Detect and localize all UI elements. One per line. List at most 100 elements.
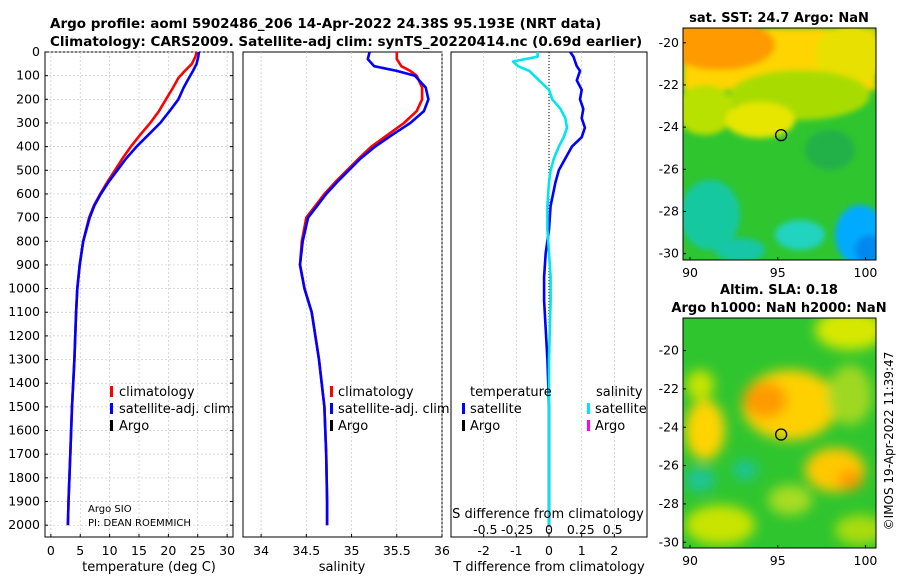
map-xtick-label: 95 (770, 265, 786, 280)
legend-swatch-s-argo (587, 420, 590, 431)
sst-map: sat. SST: 24.7 Argo: NaN 90 95 100 -20 -22 -2… (659, 11, 878, 280)
s-tick-label: 0.25 (567, 522, 595, 537)
s-tick-label: -0.25 (501, 522, 533, 537)
map-ytick-label: -28 (659, 496, 679, 511)
xtick-label: 10 (102, 543, 118, 558)
temperature-grid (45, 51, 233, 537)
salinity-legend: climatology satellite-adj. clim. Argo (330, 385, 454, 434)
map-xtick-label: 90 (682, 265, 698, 280)
legend-swatch-s-satellite (587, 403, 590, 414)
xtick-label: 5 (76, 543, 84, 558)
sst-map-ticks: 90 95 100 -20 -22 -24 -26 -28 -30 (659, 35, 878, 280)
temperature-xlabel: temperature (deg C) (82, 560, 216, 575)
series-line-satellite-adj-clim- (298, 51, 430, 526)
series-line-temperature-satellite (542, 51, 587, 526)
map-ytick-label: -20 (659, 35, 679, 50)
temperature-legend: climatology satellite-adj. clim. Argo (110, 385, 235, 434)
xtick-label: 36 (434, 543, 450, 558)
sla-map-frame (682, 317, 877, 549)
salinity-panel: 34 34.5 35 35.5 36 salinity climatology sate… (242, 51, 454, 575)
ytick-label: 500 (16, 162, 40, 177)
map-ytick-label: -22 (659, 381, 679, 396)
series-line-salinity-satellite (511, 52, 569, 526)
xtick-label: 34.5 (292, 543, 320, 558)
xtick-label: 0 (545, 543, 553, 558)
ytick-label: 1300 (8, 352, 40, 367)
s-tick-label: -0.5 (473, 522, 497, 537)
ytick-label: 1800 (8, 470, 40, 485)
ytick-label: 1700 (8, 446, 40, 461)
legend-label-t-satellite: satellite (470, 402, 522, 417)
map-ytick-label: -30 (659, 534, 679, 549)
temperature-ticks: 0100200300400500600700800900100011001200… (8, 44, 235, 558)
s-tick-label: 0 (545, 522, 553, 537)
argo-float-marker (774, 428, 788, 441)
ytick-label: 400 (16, 139, 40, 154)
xtick-label: 20 (160, 543, 176, 558)
ytick-label: 1200 (8, 328, 40, 343)
t-difference-xlabel: T difference from climatology (452, 560, 645, 575)
xtick-label: 25 (190, 543, 206, 558)
ytick-label: 100 (16, 68, 40, 83)
map-ytick-label: -26 (659, 161, 679, 176)
ytick-label: 900 (16, 257, 40, 272)
temperature-series (66, 51, 201, 526)
legend-swatch-satellite-adj (330, 403, 333, 414)
annotation-argo-sio: Argo SIO (88, 504, 132, 515)
difference-ticks: -2 -1 0 1 2 (477, 534, 618, 558)
series-line-satellite-adj-clim- (66, 51, 201, 526)
ytick-label: 1500 (8, 399, 40, 414)
map-xtick-label: 90 (682, 553, 698, 568)
xtick-label: 34 (253, 543, 269, 558)
s-tick-label: 0.5 (603, 522, 623, 537)
xtick-label: -1 (510, 543, 522, 558)
legend-swatch-t-argo (462, 420, 465, 431)
map-ytick-label: -20 (659, 343, 679, 358)
legend-label-argo: Argo (338, 419, 368, 434)
imos-timestamp: ©IMOS 19-Apr-2022 11:39:47 (882, 352, 896, 531)
salinity-ticks: 34 34.5 35 35.5 36 (253, 534, 450, 558)
legend-label-climatology: climatology (338, 385, 414, 400)
legend-label-s-argo: Argo (595, 419, 625, 434)
legend-swatch-satellite-adj (110, 403, 113, 414)
ytick-label: 0 (32, 44, 40, 59)
map-ytick-label: -28 (659, 203, 679, 218)
sla-map-title-line-1: Altim. SLA: 0.18 (720, 283, 838, 298)
ytick-label: 700 (16, 210, 40, 225)
map-xtick-label: 100 (854, 553, 878, 568)
ytick-label: 1100 (8, 304, 40, 319)
xtick-label: 0 (47, 543, 55, 558)
annotation-pi: PI: DEAN ROEMMICH (88, 518, 191, 529)
xtick-label: 30 (219, 543, 235, 558)
ytick-label: 1400 (8, 375, 40, 390)
legend-swatch-argo (330, 420, 333, 431)
argo-float-marker (774, 128, 788, 142)
ytick-label: 800 (16, 233, 40, 248)
ytick-label: 300 (16, 115, 40, 130)
map-xtick-label: 95 (770, 553, 786, 568)
xtick-label: 35.5 (383, 543, 411, 558)
legend-label-satellite-adj: satellite-adj. clim. (338, 402, 454, 417)
ytick-label: 1600 (8, 423, 40, 438)
map-ytick-label: -30 (659, 246, 679, 261)
map-ytick-label: -22 (659, 77, 679, 92)
difference-series (511, 51, 587, 526)
xtick-label: 15 (131, 543, 147, 558)
sla-field (683, 318, 876, 548)
ytick-label: 600 (16, 186, 40, 201)
sst-map-frame (682, 27, 877, 261)
salinity-plot-frame (242, 51, 443, 538)
ytick-label: 1900 (8, 494, 40, 509)
sst-field (683, 28, 876, 260)
legend-swatch-climatology (110, 386, 113, 397)
difference-panel: -2 -1 0 1 2 -0.5 -0.25 0 0.25 0.5 S difference f… (450, 51, 648, 575)
legend-swatch-t-satellite (462, 403, 465, 414)
ytick-label: 2000 (8, 517, 40, 532)
legend-swatch-argo (110, 420, 113, 431)
xtick-label: 35 (344, 543, 360, 558)
legend-label-satellite-adj: satellite-adj. clim. (119, 402, 235, 417)
xtick-label: -2 (477, 543, 489, 558)
ytick-label: 1000 (8, 281, 40, 296)
xtick-label: 1 (578, 543, 586, 558)
